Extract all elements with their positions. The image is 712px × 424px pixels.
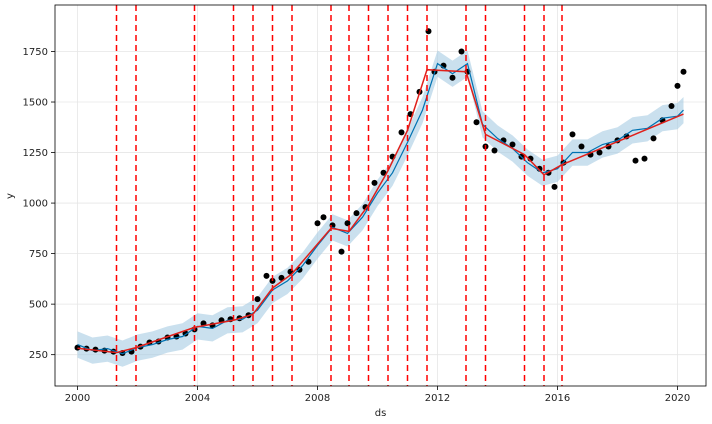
observed-point bbox=[314, 220, 321, 227]
x-tick-label: 2004 bbox=[185, 393, 210, 404]
observed-point bbox=[398, 129, 405, 136]
observed-point bbox=[296, 266, 303, 273]
x-axis-ticks: 2000 2004 2008 2012 2016 2020 bbox=[65, 386, 690, 404]
x-tick-label: 2016 bbox=[545, 393, 570, 404]
observed-point bbox=[650, 135, 657, 142]
observed-point bbox=[458, 48, 465, 55]
observed-point bbox=[449, 74, 456, 81]
y-tick-label: 1250 bbox=[23, 148, 48, 159]
x-tick-label: 2008 bbox=[305, 393, 330, 404]
changepoint-lines-group bbox=[115, 5, 563, 386]
uncertainty-band bbox=[77, 50, 684, 367]
observed-point bbox=[680, 68, 687, 75]
trend-line-group bbox=[77, 68, 684, 354]
observed-point bbox=[509, 141, 516, 148]
x-tick-label: 2000 bbox=[65, 393, 90, 404]
observed-point bbox=[632, 157, 639, 164]
observed-point bbox=[674, 82, 681, 89]
x-axis-label: ds bbox=[375, 408, 387, 419]
observed-point bbox=[569, 131, 576, 138]
observed-point bbox=[551, 183, 558, 190]
plot-frame bbox=[54, 4, 707, 387]
forecast-line-group bbox=[77, 62, 684, 355]
observed-point bbox=[596, 149, 603, 156]
y-axis-ticks: 250 500 750 1000 1250 1500 1750 bbox=[23, 47, 55, 361]
y-tick-label: 1750 bbox=[23, 47, 48, 58]
observed-point bbox=[380, 169, 387, 176]
y-tick-label: 1000 bbox=[23, 199, 48, 210]
x-tick-label: 2020 bbox=[665, 393, 690, 404]
y-axis-label: y bbox=[5, 193, 16, 199]
observed-point bbox=[278, 274, 285, 281]
observed-point bbox=[668, 103, 675, 110]
uncertainty-band-group bbox=[77, 50, 684, 367]
observed-point bbox=[344, 220, 351, 227]
observed-point bbox=[320, 214, 327, 221]
forecast-line bbox=[77, 62, 684, 355]
observed-point bbox=[338, 248, 345, 255]
observed-point bbox=[641, 155, 648, 162]
observed-point bbox=[371, 179, 378, 186]
y-tick-label: 1500 bbox=[23, 98, 48, 109]
y-tick-label: 750 bbox=[29, 249, 48, 260]
observed-point bbox=[362, 204, 369, 211]
x-tick-label: 2012 bbox=[425, 393, 450, 404]
observed-point bbox=[473, 119, 480, 126]
y-tick-label: 250 bbox=[29, 350, 48, 361]
trend-line bbox=[77, 68, 684, 354]
y-tick-label: 500 bbox=[29, 300, 48, 311]
observed-point bbox=[263, 272, 270, 279]
observed-point bbox=[254, 296, 261, 303]
observed-point bbox=[491, 147, 498, 154]
observed-point bbox=[578, 143, 585, 150]
observed-point bbox=[353, 210, 360, 217]
